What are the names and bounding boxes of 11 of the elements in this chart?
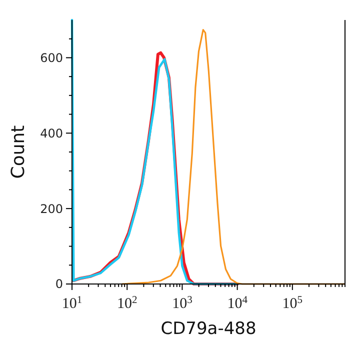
x-tick-label: 10$^{4}$ <box>227 294 248 312</box>
y-tick-label: 0 <box>55 277 63 292</box>
x-tick-label: 10$^{1}$ <box>62 294 82 312</box>
x-tick-label: 10$^{5}$ <box>282 294 303 312</box>
x-axis-title: CD79a-488 <box>160 319 256 339</box>
y-tick-label: 200 <box>40 202 63 216</box>
x-tick-label: 10$^{2}$ <box>116 294 138 312</box>
y-tick-label: 600 <box>40 50 63 65</box>
y-tick-label: 400 <box>40 126 63 140</box>
x-tick-label: 10$^{3}$ <box>172 294 192 312</box>
y-axis-title: Count <box>8 125 29 179</box>
